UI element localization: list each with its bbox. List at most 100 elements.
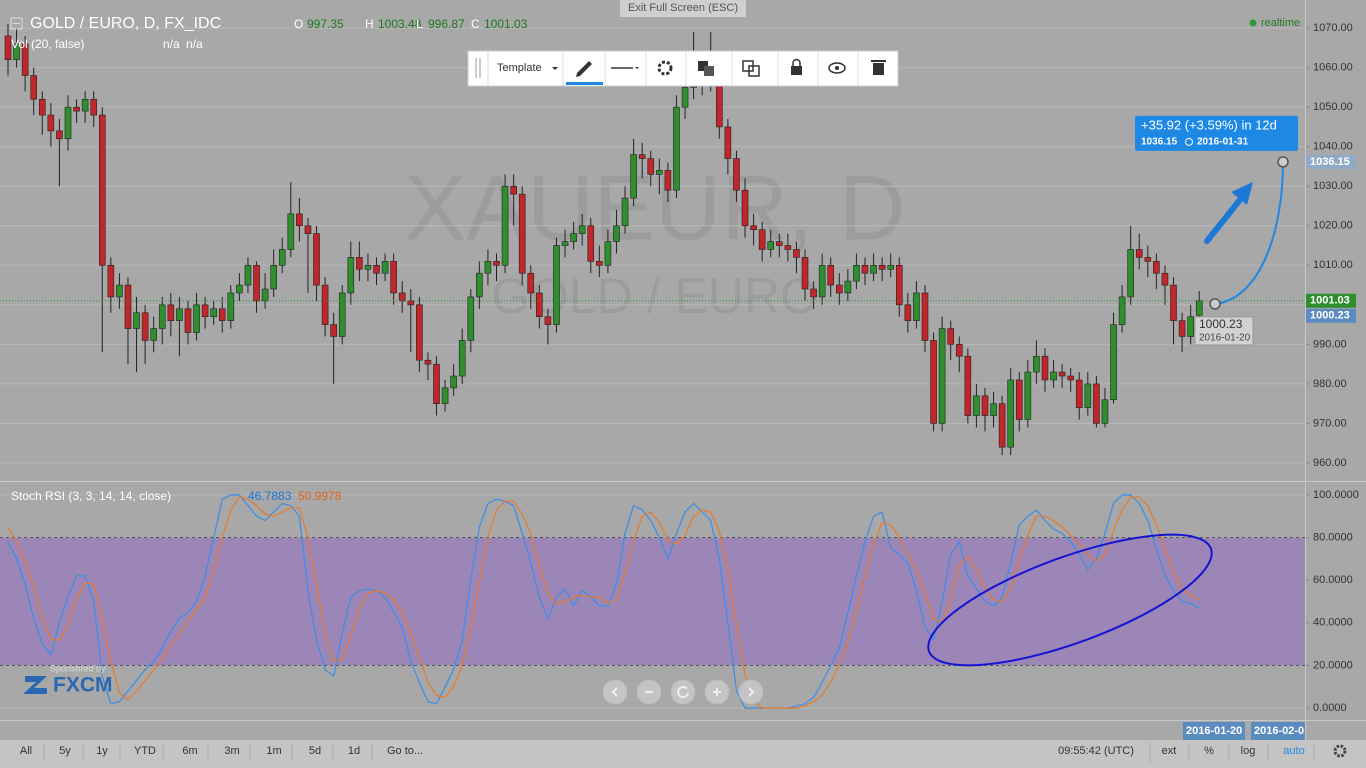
y-tick-label: 1070.00 [1313,22,1353,34]
candle-body [596,261,603,266]
candle-body [955,344,963,357]
candle-body [587,225,595,262]
option-button[interactable]: % [1204,745,1214,757]
y-tick-label: 960.00 [1313,457,1347,469]
bring-front-tool[interactable] [698,61,708,71]
range-button[interactable]: 6m [182,745,197,757]
candle-body [321,284,329,325]
candle-body [1170,284,1177,321]
candle-body [150,328,157,341]
settings-tool[interactable] [657,60,673,76]
indicator-line [7,494,1200,709]
y-tick-label: 970.00 [1313,417,1347,429]
candle-body [1161,272,1169,286]
candle-body [853,265,860,282]
range-button[interactable]: 1y [96,745,108,757]
candle-body [381,261,389,274]
range-button[interactable]: 3m [224,745,239,757]
candle-body [467,296,475,341]
candle-body [604,241,612,266]
candle-body [167,304,175,321]
arrow-drawing[interactable] [1204,193,1246,244]
pen-tool[interactable] [576,61,592,77]
candle-body [38,98,46,116]
option-button[interactable]: ext [1162,745,1177,757]
exit-fullscreen-button[interactable] [620,0,746,17]
y-tick-label: 60.0000 [1313,574,1353,586]
reset[interactable] [670,679,696,705]
lock-tool[interactable] [791,66,802,75]
candle-body [261,288,269,302]
goto-button[interactable]: Go to... [387,745,423,757]
candle-body [630,154,637,199]
candle-body [878,265,886,270]
ohlc-value: 1003.48 [378,17,422,31]
candle-body [561,241,569,246]
candle-body [793,249,800,258]
bottom-toolbar [0,740,1366,768]
volume-label: Vol (20, false) [11,37,84,51]
date-tag [1251,722,1305,740]
overlay: 960.00970.00980.00990.001000.001010.0010… [1135,22,1359,740]
candle-body [1135,249,1143,258]
visibility-tool[interactable] [828,62,846,74]
last-price-label: 1001.03 [1310,295,1350,307]
ellipse-drawing[interactable] [914,508,1225,691]
option-button[interactable]: auto [1283,745,1304,757]
candle-body [1153,261,1160,274]
candle-body [1110,324,1117,401]
candle-body [844,280,852,294]
candle-body [484,261,492,274]
exit-fullscreen-label: Exit Full Screen (ESC) [628,2,738,14]
candle-body [270,265,277,290]
range-button[interactable]: 1d [348,745,360,757]
candle-body [158,304,166,329]
y-tick-label: 80.0000 [1313,531,1353,543]
y-tick-label: 20.0000 [1313,659,1353,671]
candle-body [981,395,989,416]
candle-body [64,106,72,140]
candle-body [656,170,663,175]
candle-body [244,265,252,286]
candle-body [870,265,877,274]
candle-body [536,292,543,318]
ohlc-letter: C [471,17,480,31]
candle-body [304,225,312,234]
candle-body [998,403,1006,448]
template-button[interactable]: Template [497,62,542,74]
candle-body [56,130,63,140]
watermark: GOLD / EURO [491,268,819,324]
candle-body [133,312,140,329]
pane-icon[interactable] [10,17,23,30]
range-button[interactable]: 1m [266,745,281,757]
projection-curve [1214,161,1284,305]
realtime-label: realtime [1261,17,1300,29]
candle-body [253,265,260,302]
candle-body [973,395,980,416]
scroll-right[interactable] [738,679,764,705]
candle-body [1033,355,1040,373]
sponsor-name: FXCM [53,674,113,697]
range-button[interactable]: All [20,745,32,757]
range-button[interactable]: 5y [59,745,71,757]
y-tick-label: 40.0000 [1313,617,1353,629]
candle-body [724,126,732,159]
candle-body [441,387,449,404]
candle-body [1178,320,1186,337]
scroll-left[interactable] [602,679,628,705]
option-button[interactable]: log [1241,745,1256,757]
candle-body [227,292,235,321]
y-tick-label: 1030.00 [1313,180,1353,192]
candle-body [433,363,440,404]
candle-body [476,272,483,298]
range-button[interactable]: 5d [309,745,321,757]
candle-body [681,87,689,108]
range-button[interactable]: YTD [134,745,156,757]
candle-body [775,241,783,246]
candle-body [913,292,920,321]
candle-body [141,312,149,341]
delete-tool[interactable] [873,63,884,75]
marks [0,24,1305,709]
settings-button[interactable] [1333,744,1347,758]
clock: 09:55:42 (UTC) [1058,745,1134,757]
